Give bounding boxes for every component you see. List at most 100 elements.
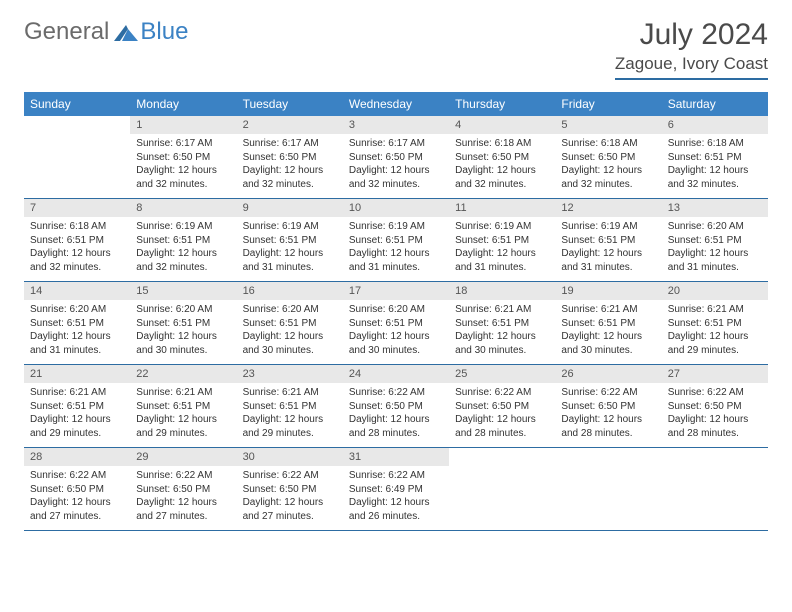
day-number: 15 — [130, 282, 236, 300]
sunrise: Sunrise: 6:20 AM — [668, 220, 762, 234]
daylight-1: Daylight: 12 hours — [455, 164, 549, 178]
day-number: 24 — [343, 365, 449, 383]
day-number: 20 — [662, 282, 768, 300]
daylight-2: and 28 minutes. — [561, 427, 655, 441]
daylight-1: Daylight: 12 hours — [243, 330, 337, 344]
day-cell: 10Sunrise: 6:19 AMSunset: 6:51 PMDayligh… — [343, 199, 449, 281]
day-number: 2 — [237, 116, 343, 134]
daylight-1: Daylight: 12 hours — [349, 496, 443, 510]
day-number: 16 — [237, 282, 343, 300]
sunrise: Sunrise: 6:19 AM — [349, 220, 443, 234]
sunset: Sunset: 6:50 PM — [349, 400, 443, 414]
sunset: Sunset: 6:50 PM — [561, 400, 655, 414]
weekday-wednesday: Wednesday — [343, 92, 449, 116]
day-cell: 22Sunrise: 6:21 AMSunset: 6:51 PMDayligh… — [130, 365, 236, 447]
daylight-2: and 29 minutes. — [136, 427, 230, 441]
daylight-1: Daylight: 12 hours — [668, 164, 762, 178]
sunrise: Sunrise: 6:21 AM — [30, 386, 124, 400]
sunset: Sunset: 6:51 PM — [561, 317, 655, 331]
day-number: 19 — [555, 282, 661, 300]
day-body: Sunrise: 6:22 AMSunset: 6:50 PMDaylight:… — [555, 383, 661, 446]
sunset: Sunset: 6:50 PM — [455, 400, 549, 414]
daylight-2: and 30 minutes. — [136, 344, 230, 358]
day-body: Sunrise: 6:22 AMSunset: 6:50 PMDaylight:… — [343, 383, 449, 446]
day-number: 9 — [237, 199, 343, 217]
week-row: 14Sunrise: 6:20 AMSunset: 6:51 PMDayligh… — [24, 282, 768, 365]
daylight-2: and 32 minutes. — [349, 178, 443, 192]
sunset: Sunset: 6:51 PM — [349, 234, 443, 248]
sunrise: Sunrise: 6:18 AM — [455, 137, 549, 151]
daylight-1: Daylight: 12 hours — [668, 413, 762, 427]
daylight-2: and 31 minutes. — [243, 261, 337, 275]
day-cell: 26Sunrise: 6:22 AMSunset: 6:50 PMDayligh… — [555, 365, 661, 447]
sunrise: Sunrise: 6:18 AM — [668, 137, 762, 151]
sunrise: Sunrise: 6:22 AM — [561, 386, 655, 400]
daylight-2: and 29 minutes. — [30, 427, 124, 441]
day-cell — [555, 448, 661, 530]
sunrise: Sunrise: 6:17 AM — [349, 137, 443, 151]
weekday-thursday: Thursday — [449, 92, 555, 116]
sunset: Sunset: 6:51 PM — [455, 317, 549, 331]
sunset: Sunset: 6:51 PM — [136, 317, 230, 331]
weekday-friday: Friday — [555, 92, 661, 116]
sunset: Sunset: 6:50 PM — [243, 151, 337, 165]
daylight-1: Daylight: 12 hours — [455, 247, 549, 261]
sunrise: Sunrise: 6:21 AM — [561, 303, 655, 317]
daylight-2: and 31 minutes. — [349, 261, 443, 275]
day-body: Sunrise: 6:22 AMSunset: 6:50 PMDaylight:… — [130, 466, 236, 529]
sunset: Sunset: 6:51 PM — [349, 317, 443, 331]
logo: General Blue — [24, 18, 188, 46]
day-body: Sunrise: 6:18 AMSunset: 6:50 PMDaylight:… — [449, 134, 555, 197]
weekday-saturday: Saturday — [662, 92, 768, 116]
daylight-2: and 31 minutes. — [30, 344, 124, 358]
daylight-2: and 27 minutes. — [30, 510, 124, 524]
day-number: 21 — [24, 365, 130, 383]
sunset: Sunset: 6:51 PM — [136, 400, 230, 414]
weekday-tuesday: Tuesday — [237, 92, 343, 116]
daylight-1: Daylight: 12 hours — [136, 247, 230, 261]
location: Zagoue, Ivory Coast — [615, 54, 768, 80]
daylight-2: and 29 minutes. — [243, 427, 337, 441]
day-number: 12 — [555, 199, 661, 217]
sunrise: Sunrise: 6:18 AM — [561, 137, 655, 151]
day-body: Sunrise: 6:20 AMSunset: 6:51 PMDaylight:… — [24, 300, 130, 363]
sunrise: Sunrise: 6:19 AM — [455, 220, 549, 234]
day-body: Sunrise: 6:21 AMSunset: 6:51 PMDaylight:… — [130, 383, 236, 446]
daylight-2: and 27 minutes. — [136, 510, 230, 524]
logo-mark-icon — [114, 23, 138, 41]
day-cell: 12Sunrise: 6:19 AMSunset: 6:51 PMDayligh… — [555, 199, 661, 281]
day-cell: 9Sunrise: 6:19 AMSunset: 6:51 PMDaylight… — [237, 199, 343, 281]
day-cell: 5Sunrise: 6:18 AMSunset: 6:50 PMDaylight… — [555, 116, 661, 198]
day-body: Sunrise: 6:19 AMSunset: 6:51 PMDaylight:… — [237, 217, 343, 280]
day-number: 1 — [130, 116, 236, 134]
day-body: Sunrise: 6:22 AMSunset: 6:50 PMDaylight:… — [662, 383, 768, 446]
daylight-1: Daylight: 12 hours — [136, 330, 230, 344]
day-body: Sunrise: 6:22 AMSunset: 6:50 PMDaylight:… — [24, 466, 130, 529]
day-cell: 15Sunrise: 6:20 AMSunset: 6:51 PMDayligh… — [130, 282, 236, 364]
daylight-1: Daylight: 12 hours — [561, 164, 655, 178]
daylight-1: Daylight: 12 hours — [349, 247, 443, 261]
day-body: Sunrise: 6:17 AMSunset: 6:50 PMDaylight:… — [237, 134, 343, 197]
day-body: Sunrise: 6:20 AMSunset: 6:51 PMDaylight:… — [343, 300, 449, 363]
week-row: 21Sunrise: 6:21 AMSunset: 6:51 PMDayligh… — [24, 365, 768, 448]
day-number: 5 — [555, 116, 661, 134]
day-number: 23 — [237, 365, 343, 383]
day-cell: 31Sunrise: 6:22 AMSunset: 6:49 PMDayligh… — [343, 448, 449, 530]
header: General Blue July 2024 Zagoue, Ivory Coa… — [24, 18, 768, 80]
title-block: July 2024 Zagoue, Ivory Coast — [615, 18, 768, 80]
daylight-1: Daylight: 12 hours — [349, 330, 443, 344]
weekday-row: Sunday Monday Tuesday Wednesday Thursday… — [24, 92, 768, 116]
logo-text-general: General — [24, 18, 109, 46]
day-body: Sunrise: 6:19 AMSunset: 6:51 PMDaylight:… — [555, 217, 661, 280]
day-number: 13 — [662, 199, 768, 217]
sunrise: Sunrise: 6:22 AM — [243, 469, 337, 483]
daylight-1: Daylight: 12 hours — [668, 330, 762, 344]
sunrise: Sunrise: 6:22 AM — [455, 386, 549, 400]
day-number: 30 — [237, 448, 343, 466]
sunset: Sunset: 6:51 PM — [668, 317, 762, 331]
calendar: Sunday Monday Tuesday Wednesday Thursday… — [24, 92, 768, 531]
daylight-1: Daylight: 12 hours — [243, 247, 337, 261]
sunrise: Sunrise: 6:19 AM — [243, 220, 337, 234]
daylight-2: and 32 minutes. — [136, 178, 230, 192]
sunrise: Sunrise: 6:19 AM — [561, 220, 655, 234]
